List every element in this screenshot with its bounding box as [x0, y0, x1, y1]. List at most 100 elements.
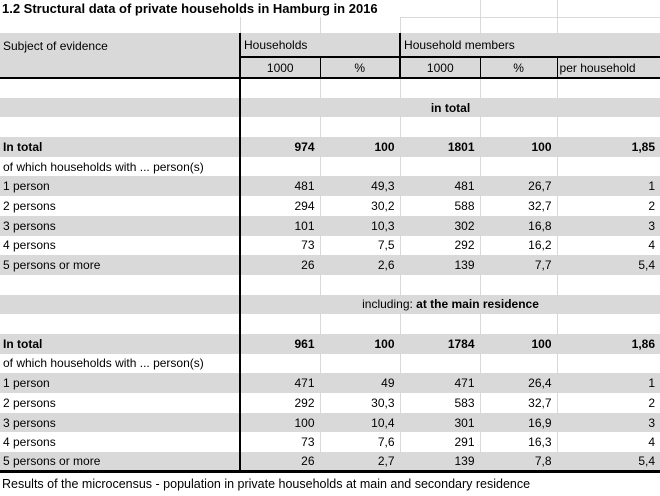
value-cell: 16,3 [480, 432, 558, 453]
row-label-cell: 1 person [0, 373, 241, 393]
spacer-cell [0, 117, 241, 138]
value-cell: 100 [320, 137, 401, 157]
value-cell [400, 353, 481, 374]
value-cell: 1 [557, 176, 660, 197]
value-cell: 588 [400, 196, 481, 216]
spacer-cell [0, 78, 241, 98]
spacer-row [0, 274, 660, 295]
value-cell: 49 [320, 373, 401, 393]
value-cell: 301 [400, 412, 481, 433]
value-cell: 481 [239, 176, 321, 197]
value-cell: 26 [239, 255, 321, 275]
spacer-cell [400, 314, 481, 334]
header-row-groups: Subject of evidence Households Household… [0, 33, 660, 79]
value-cell: 4 [648, 238, 656, 253]
row-label-cell: of which households with ... person(s) [0, 353, 241, 374]
spacer-cell [320, 314, 401, 334]
value-cell: 16,9 [480, 412, 558, 433]
subcol-members-1000: 1000 [399, 57, 481, 79]
row-label-cell: 2 persons [0, 196, 241, 216]
value-cell: 2,6 [320, 255, 401, 275]
value-cell: 26,4 [480, 373, 558, 393]
row-label-cell: 4 persons [0, 235, 241, 256]
section-band-prefix: including: [362, 297, 417, 312]
table-body: in total In total 974 100 1801 100 1,85 of whic… [0, 78, 660, 474]
value-cell: 1801 [400, 137, 481, 157]
value-cell: 4 [648, 435, 656, 450]
section-band-left-cell [0, 294, 241, 315]
spacer-cell [480, 117, 558, 138]
value-cell: 100 [320, 333, 401, 354]
value-cell: 30,2 [320, 196, 401, 216]
value-cell: 100 [480, 333, 558, 354]
page-title: 1.2 Structural data of private household… [2, 1, 378, 16]
value-cell: 294 [239, 196, 321, 216]
value-cell: 5,4 [557, 255, 660, 275]
value-cell: 1,86 [557, 333, 660, 354]
table-row: 4 persons 73 7,5 292 16,2 4 [0, 235, 660, 256]
spacer-row [0, 78, 660, 98]
table-row: 3 persons 100 10,4 301 16,9 3 [0, 412, 660, 433]
table-row: 5 persons or more 26 2,7 139 7,8 5,4 [0, 452, 660, 474]
header-row-units: 1000 % 1000 % per household [0, 57, 660, 79]
spacer-row [0, 17, 660, 33]
table-row: 5 persons or more 26 2,6 139 7,7 5,4 [0, 255, 660, 275]
value-cell: 1,85 [557, 137, 660, 157]
spacer-cell [557, 117, 660, 137]
spacer-cell [239, 117, 321, 138]
title-spacer-cell [557, 0, 660, 18]
col-header-households: Households [238, 33, 401, 58]
value-cell: 481 [400, 176, 481, 197]
table-row: 4 persons 73 7,6 291 16,3 4 [0, 432, 660, 453]
value-cell: 471 [239, 373, 321, 393]
table-row: 1 person 481 49,3 481 26,7 1 [0, 176, 660, 197]
table-row: of which households with ... person(s) [0, 156, 660, 177]
value-cell: 16,2 [480, 235, 558, 256]
value-cell: 974 [239, 137, 321, 157]
spacer-row [0, 117, 660, 138]
value-cell: 1 [557, 373, 660, 393]
value-cell [480, 353, 558, 374]
value-cell: 10,3 [320, 215, 401, 236]
value-cell: 1784 [400, 333, 481, 354]
row-label-cell: In total [0, 137, 241, 157]
value-cell: 139 [400, 255, 481, 275]
table-row: 2 persons 292 30,3 583 32,7 2 [0, 393, 660, 413]
row-label-cell: 3 persons [0, 412, 241, 433]
value-cell: 10,4 [320, 412, 401, 433]
spacer-cell [239, 274, 321, 295]
col-header-subject: Subject of evidence [0, 33, 240, 79]
title-row: 1.2 Structural data of private household… [0, 0, 660, 18]
value-cell: 302 [400, 215, 481, 236]
section-band-row: in total [0, 97, 660, 118]
value-cell: 100 [480, 137, 558, 157]
table-row: of which households with ... person(s) [0, 353, 660, 374]
value-cell [400, 156, 481, 177]
spacer-cell [480, 78, 558, 98]
value-cell [480, 156, 558, 177]
subcol-households-1000: 1000 [239, 57, 320, 79]
spacer-cell [557, 78, 660, 98]
section-band-title: in total [430, 100, 471, 115]
source-note: Results of the microcensus - population … [2, 477, 531, 491]
value-cell: 7,7 [480, 255, 558, 275]
spacer-cell [0, 274, 241, 295]
value-cell: 16,8 [480, 215, 558, 236]
spacer-cell [557, 275, 660, 295]
table-row: 3 persons 101 10,3 302 16,8 3 [0, 215, 660, 236]
section-band-title: at the main residence [416, 297, 539, 312]
spacer-cell [400, 78, 481, 98]
value-cell [557, 157, 660, 177]
row-label-cell: 1 person [0, 176, 241, 197]
value-cell: 7,5 [320, 235, 401, 256]
value-cell: 100 [239, 412, 321, 433]
households-table: 1.2 Structural data of private household… [0, 0, 660, 474]
value-cell: 961 [239, 333, 321, 354]
value-cell [557, 354, 660, 374]
value-cell: 73 [239, 432, 321, 453]
value-cell: 32,7 [480, 196, 558, 216]
value-cell: 73 [239, 235, 321, 256]
subcol-members-percent: % [479, 57, 558, 79]
subcol-per-household: per household [556, 57, 660, 79]
